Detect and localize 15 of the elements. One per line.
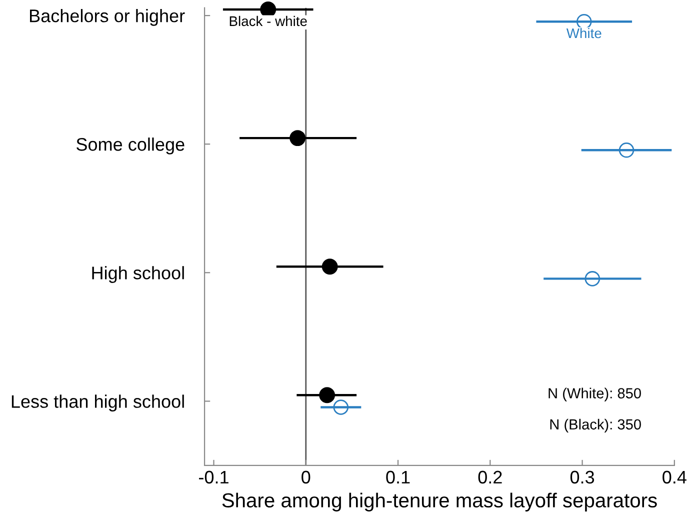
- x-tick-label: 0: [302, 470, 310, 484]
- annotation: N (Black): 350: [550, 418, 641, 432]
- x-tick-label: 0.2: [478, 470, 502, 484]
- series-label: White: [566, 28, 602, 38]
- y-tick-label: High school: [92, 266, 184, 283]
- y-tick-label: Bachelors or higher: [30, 9, 185, 26]
- y-tick-label: Some college: [76, 138, 184, 154]
- x-tick-label: -0.1: [198, 470, 228, 484]
- annotation: N (White): 850: [548, 388, 641, 402]
- y-tick-label: Less than high school: [12, 394, 184, 412]
- x-tick-label: 0.3: [570, 470, 594, 484]
- x-tick-label: 0.1: [386, 470, 410, 484]
- series-label: Black - white: [230, 16, 307, 26]
- x-axis-title: Share among high-tenure mass layoff separators: [222, 492, 657, 512]
- x-tick-label: 0.4: [662, 470, 686, 484]
